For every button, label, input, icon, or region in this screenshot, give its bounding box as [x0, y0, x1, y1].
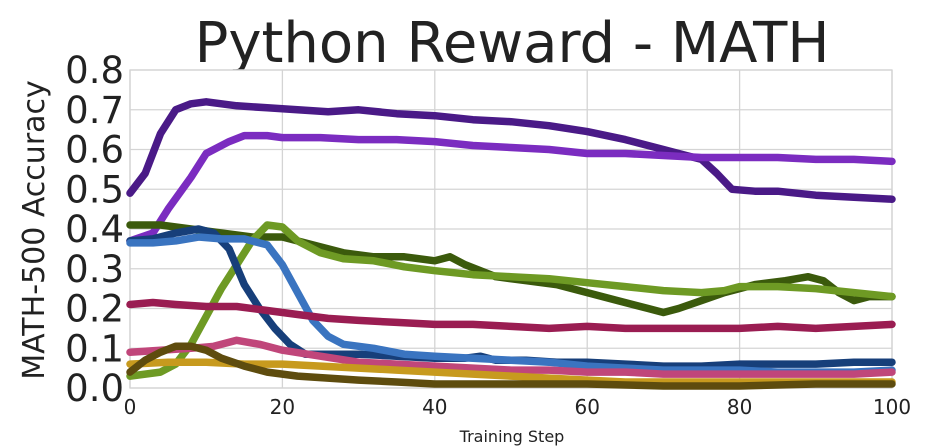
y-tick-label: 0.6: [65, 129, 124, 172]
series-group: [126, 98, 896, 390]
y-tick-label: 0.0: [65, 367, 124, 410]
x-tick-label: 20: [270, 395, 295, 419]
series-line-7: [126, 298, 896, 333]
series-line-6: [126, 233, 896, 376]
y-tick-label: 0.5: [65, 168, 124, 211]
y-tick-label: 0.3: [65, 248, 124, 291]
chart-title: Python Reward - MATH: [195, 11, 830, 76]
y-tick-label: 0.7: [65, 89, 124, 132]
series-line-4: [126, 221, 896, 380]
series-line-2: [126, 131, 896, 245]
x-tick-label: 80: [727, 395, 752, 419]
x-tick-label: 60: [574, 395, 599, 419]
y-tick-label: 0.2: [65, 288, 124, 331]
series-line-8: [126, 336, 896, 378]
y-tick-label: 0.8: [65, 49, 124, 92]
x-axis-label: Training Step: [459, 427, 565, 446]
y-tick-label: 0.1: [65, 327, 124, 370]
series-line-1: [126, 98, 896, 203]
x-tick-label: 100: [873, 395, 911, 419]
series-line-10: [126, 342, 896, 390]
x-tick-label: 0: [124, 395, 137, 419]
x-tick-label: 40: [422, 395, 447, 419]
axis-ticks: 0.00.10.20.30.40.50.60.70.8 0 20 40 60 80 100: [65, 49, 911, 419]
series-line-3: [126, 221, 896, 317]
y-axis-label: MATH-500 Accuracy: [17, 80, 52, 380]
y-tick-label: 0.4: [65, 208, 124, 251]
